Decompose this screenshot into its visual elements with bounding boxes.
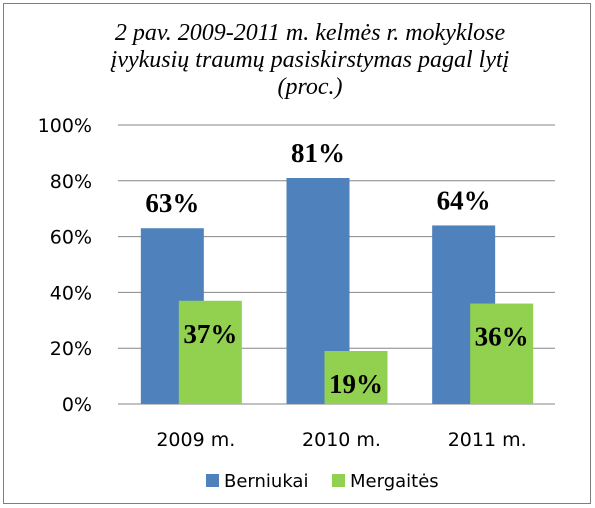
legend-swatch [206,474,219,487]
chart-title: įvykusių traumų pasiskirstymas pagal lyt… [111,47,510,73]
y-tick-label: 0% [62,394,92,416]
legend-label: Mergaitės [350,471,439,492]
y-tick-label: 40% [50,282,92,304]
y-tick-label: 100% [38,115,92,137]
chart-title: 2 pav. 2009-2011 m. kelmės r. mokyklose [115,20,506,46]
y-tick-label: 60% [50,227,92,249]
legend-label: Berniukai [224,471,308,492]
x-tick-label: 2009 m. [156,429,235,451]
bar [470,303,534,404]
bar [178,300,242,404]
chart-title: (proc.) [277,74,342,100]
data-label: 36% [475,322,529,352]
x-tick-label: 2010 m. [302,429,381,451]
data-label: 19% [329,369,383,399]
data-label: 64% [437,185,491,215]
data-label: 63% [145,188,199,218]
x-tick-label: 2011 m. [448,429,527,451]
y-tick-label: 80% [50,171,92,193]
y-tick-label: 20% [50,338,92,360]
bar [324,350,388,404]
legend-swatch [332,474,345,487]
data-label: 81% [291,138,345,168]
data-label: 37% [183,319,237,349]
